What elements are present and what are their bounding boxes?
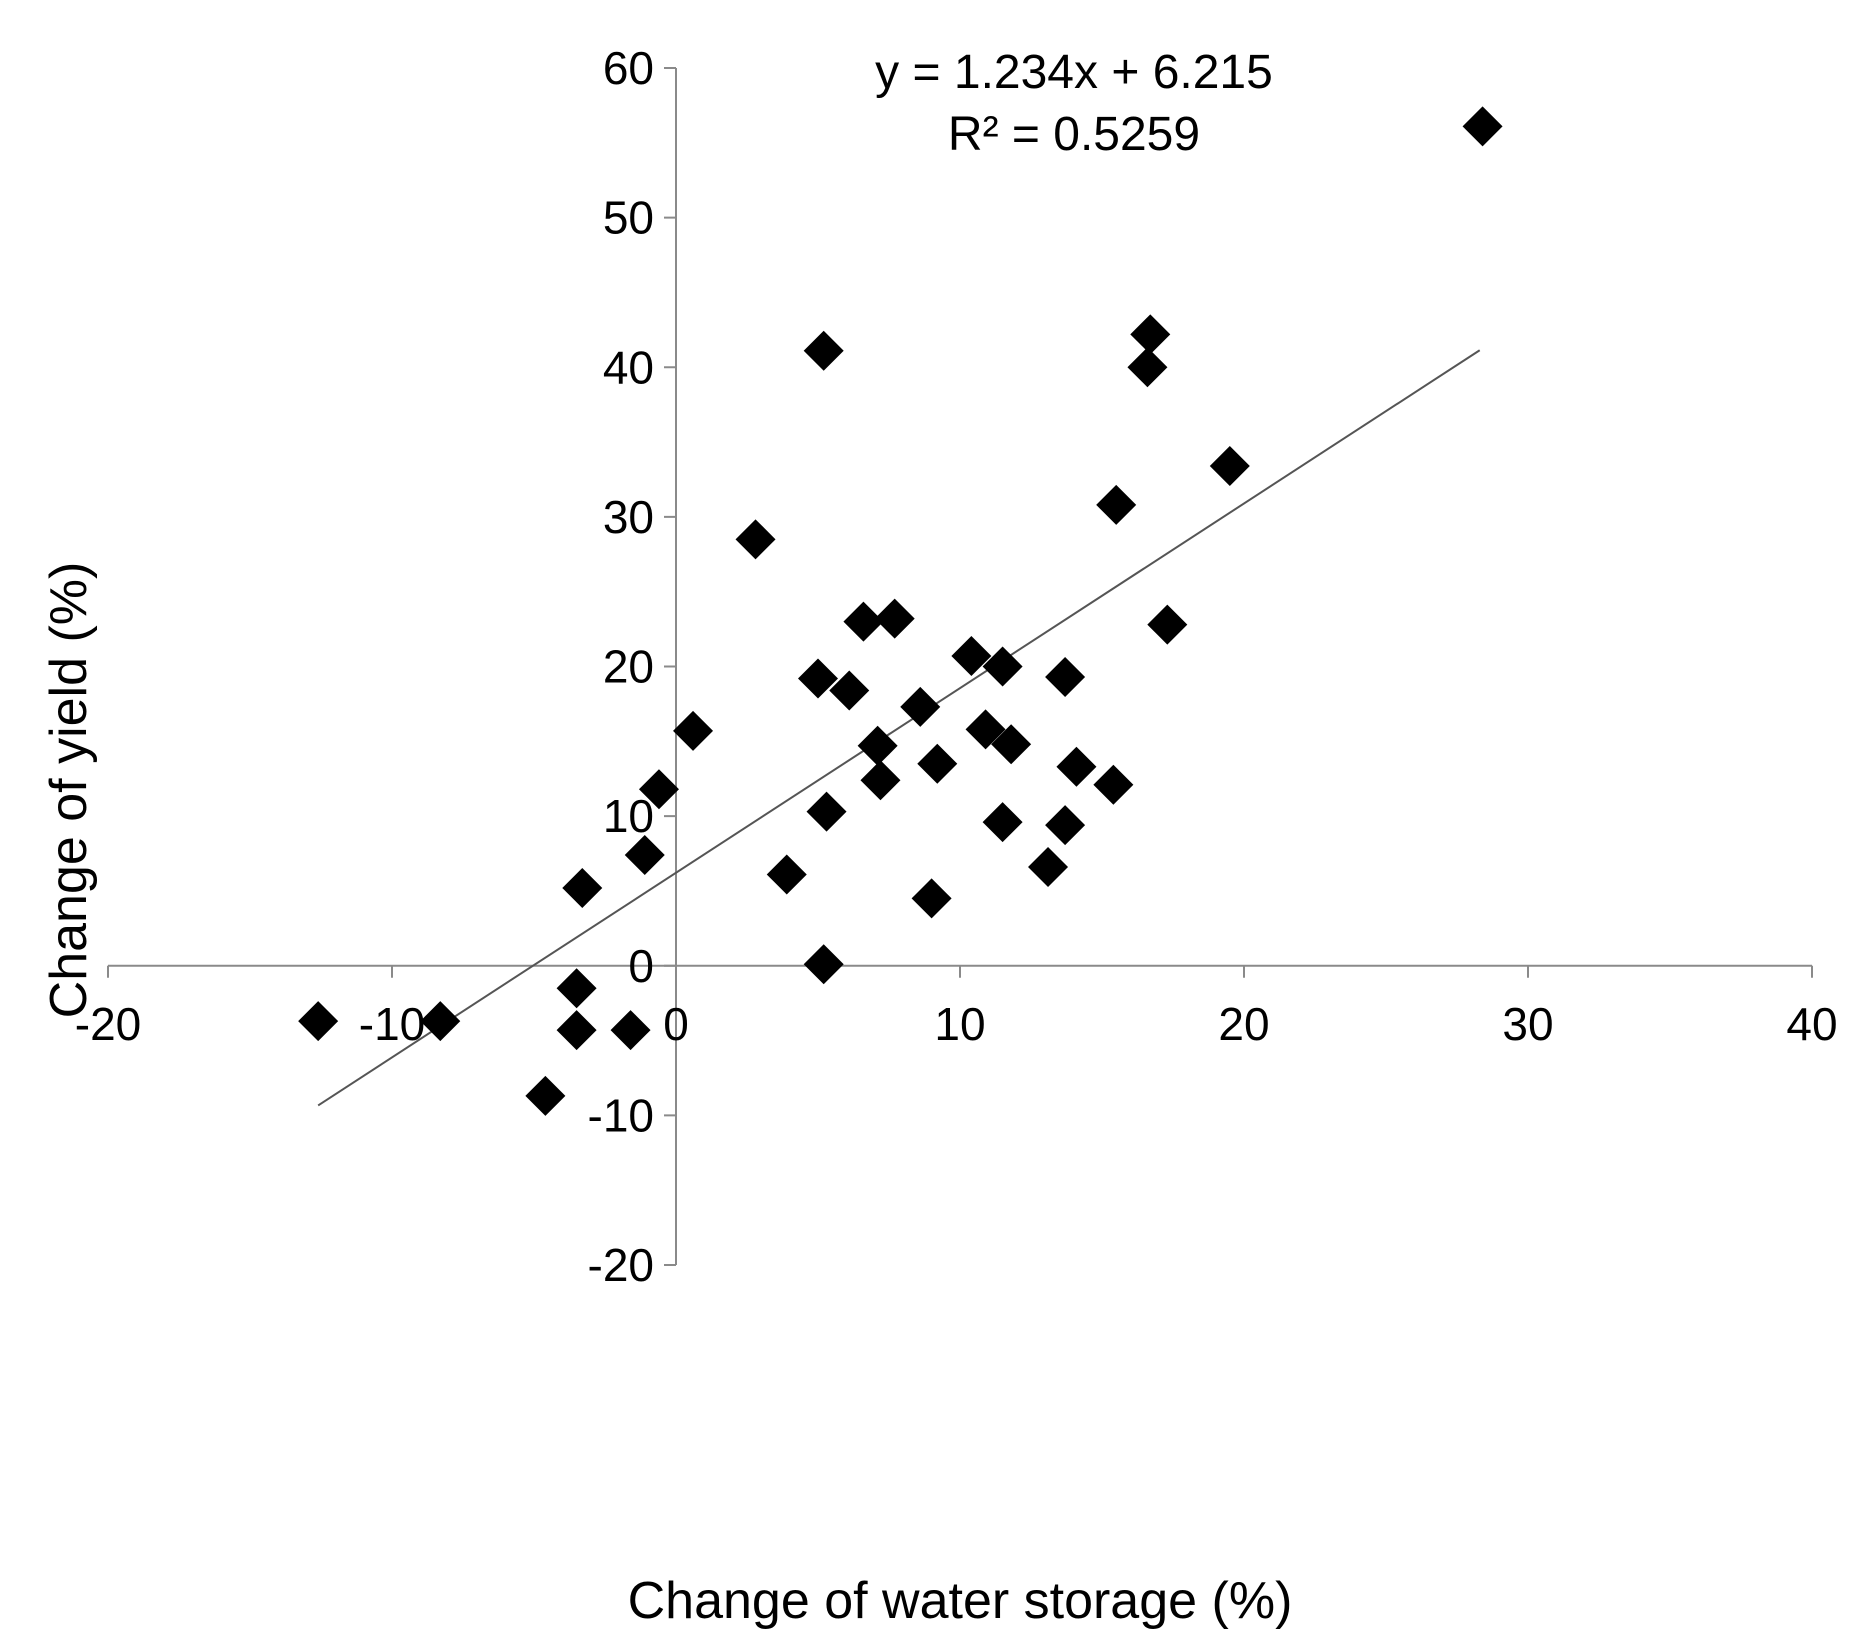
data-point	[857, 725, 898, 766]
y-tick-label: 10	[603, 790, 654, 842]
x-tick-label: 0	[663, 998, 689, 1050]
data-point	[965, 709, 1006, 750]
data-point	[556, 1010, 597, 1051]
data-point	[860, 760, 901, 801]
y-tick-label: 60	[603, 42, 654, 94]
data-point	[624, 835, 665, 876]
y-tick-label: -20	[588, 1239, 654, 1291]
y-tick-label: 50	[603, 192, 654, 244]
data-point	[1045, 656, 1086, 697]
data-point	[298, 1001, 339, 1042]
y-tick-label: 20	[603, 641, 654, 693]
data-point	[1127, 347, 1168, 388]
x-tick-label: 40	[1786, 998, 1837, 1050]
data-point	[1462, 106, 1503, 147]
x-tick-label: 10	[934, 998, 985, 1050]
data-point	[1093, 764, 1134, 805]
data-point	[917, 743, 958, 784]
data-point	[991, 724, 1032, 765]
data-points	[298, 106, 1503, 1116]
data-point	[951, 636, 992, 677]
data-point	[766, 854, 807, 895]
x-tick-label: -20	[75, 998, 141, 1050]
data-point	[1028, 846, 1069, 887]
x-tick-label: -10	[359, 998, 425, 1050]
data-point	[562, 867, 603, 908]
data-point	[525, 1075, 566, 1116]
data-point	[1147, 604, 1188, 645]
y-tick-label: -10	[588, 1089, 654, 1141]
trendline-equation: y = 1.234x + 6.215	[875, 46, 1273, 99]
axes	[108, 68, 1812, 1265]
x-tick-label: 20	[1218, 998, 1269, 1050]
data-point	[982, 646, 1023, 687]
data-point	[1045, 805, 1086, 846]
y-tick-label: 0	[628, 940, 654, 992]
x-tick-label: 30	[1502, 998, 1553, 1050]
data-point	[1209, 446, 1250, 487]
data-point	[610, 1010, 651, 1051]
data-point	[806, 791, 847, 832]
data-point	[420, 1001, 461, 1042]
x-axis-title: Change of water storage (%)	[628, 1572, 1293, 1630]
r-squared-label: R² = 0.5259	[948, 108, 1200, 161]
y-axis-title: Change of yield (%)	[40, 562, 98, 1019]
data-point	[982, 802, 1023, 843]
data-point	[803, 944, 844, 985]
data-point	[556, 968, 597, 1009]
y-axis-ticks: -20 -10 0 10 20 30 40 50 60	[588, 42, 676, 1291]
data-point	[911, 878, 952, 919]
data-point	[829, 670, 870, 711]
y-tick-label: 30	[603, 491, 654, 543]
data-point	[1096, 484, 1137, 525]
data-point	[900, 686, 941, 727]
data-point	[803, 330, 844, 371]
trendline	[317, 349, 1481, 1107]
data-point	[638, 769, 679, 810]
data-point	[843, 601, 884, 642]
data-point	[874, 598, 915, 639]
y-tick-label: 40	[603, 341, 654, 393]
data-point	[1130, 314, 1171, 355]
trendline-layer	[317, 349, 1481, 1107]
data-point	[673, 710, 714, 751]
x-axis-ticks: -20 -10 0 10 20 30 40	[75, 965, 1838, 1050]
data-point	[1056, 746, 1097, 787]
data-point	[798, 658, 838, 699]
data-point	[735, 519, 776, 560]
